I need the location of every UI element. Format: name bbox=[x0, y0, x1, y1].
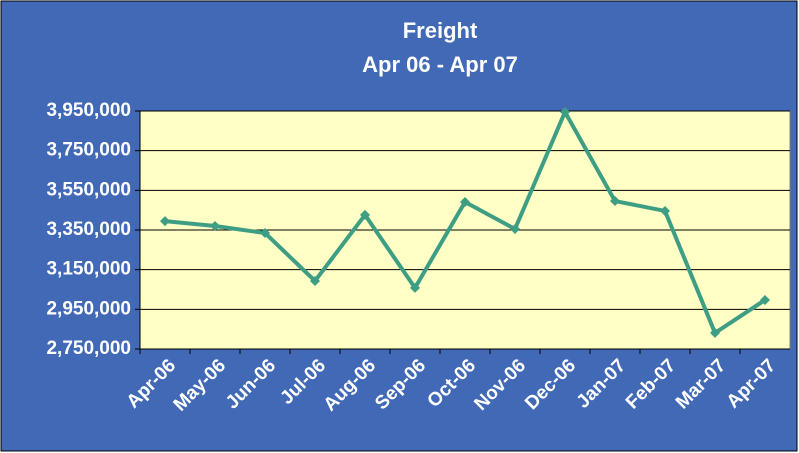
data-point bbox=[510, 224, 520, 235]
data-point bbox=[210, 221, 220, 232]
data-point bbox=[410, 282, 420, 293]
y-tick-label: 2,750,000 bbox=[46, 338, 131, 359]
y-tick-label: 3,950,000 bbox=[46, 100, 131, 121]
data-point bbox=[310, 275, 320, 286]
chart-subtitle: Apr 06 - Apr 07 bbox=[362, 52, 518, 77]
data-point bbox=[560, 106, 570, 117]
data-point bbox=[660, 205, 670, 216]
data-point bbox=[360, 209, 370, 220]
data-point bbox=[610, 196, 620, 207]
y-tick-label: 3,150,000 bbox=[46, 259, 131, 280]
chart-title: Freight bbox=[403, 18, 478, 43]
y-tick-label: 3,550,000 bbox=[46, 179, 131, 200]
data-point bbox=[760, 295, 770, 306]
data-point bbox=[460, 197, 470, 208]
data-point bbox=[260, 227, 270, 238]
y-tick-label: 2,950,000 bbox=[46, 298, 131, 319]
y-tick-label: 3,750,000 bbox=[46, 140, 131, 161]
data-point bbox=[160, 216, 170, 227]
y-tick-label: 3,350,000 bbox=[46, 219, 131, 240]
data-point bbox=[710, 327, 720, 338]
